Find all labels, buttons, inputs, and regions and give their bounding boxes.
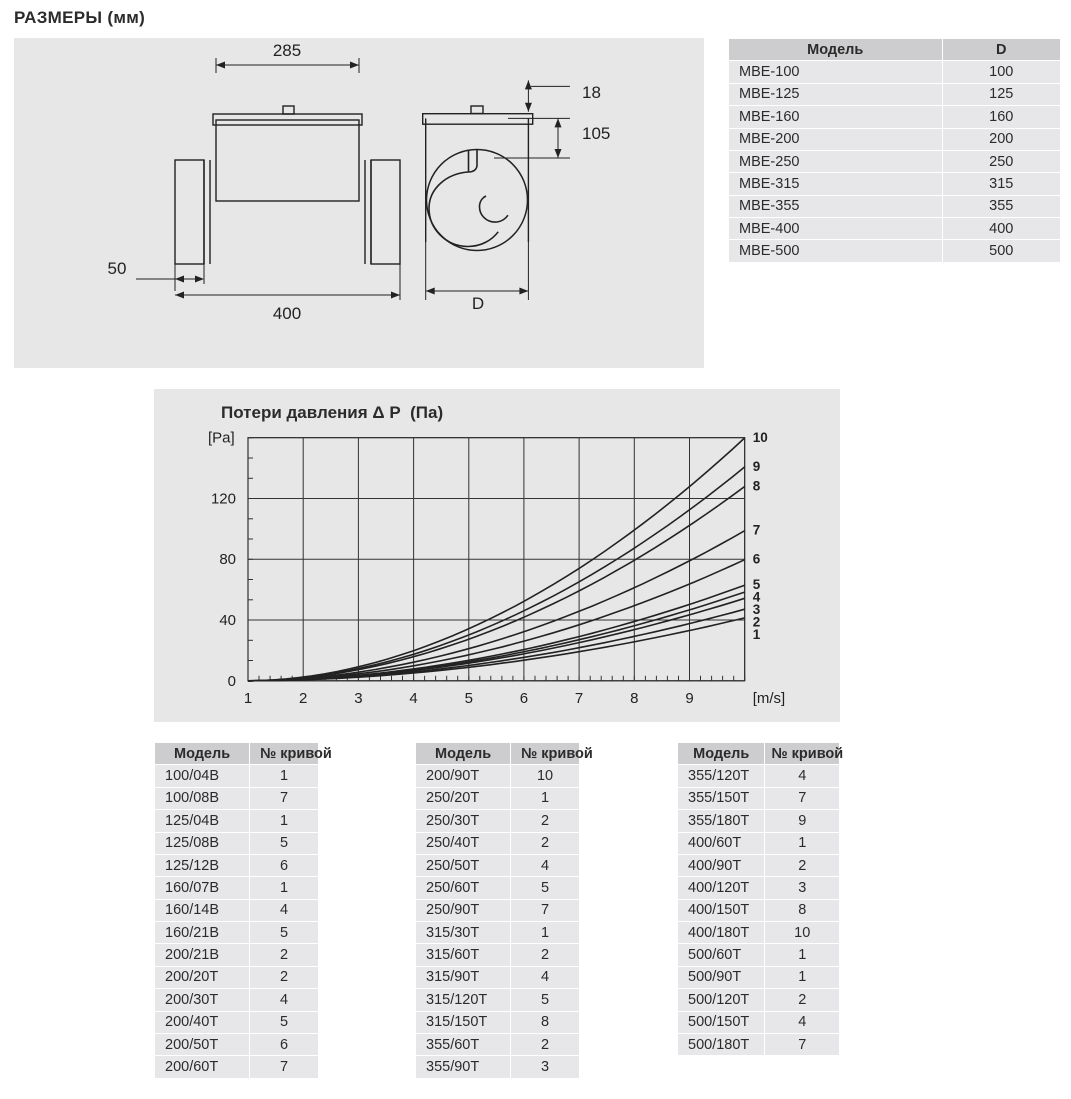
svg-text:4: 4 — [409, 690, 417, 707]
svg-text:8: 8 — [630, 690, 638, 707]
svg-text:9: 9 — [753, 459, 761, 474]
svg-text:0: 0 — [228, 673, 236, 690]
svg-text:400: 400 — [273, 304, 301, 323]
svg-text:40: 40 — [219, 612, 236, 629]
svg-text:6: 6 — [520, 690, 528, 707]
svg-text:8: 8 — [753, 479, 761, 494]
svg-text:5: 5 — [465, 690, 473, 707]
svg-text:1: 1 — [244, 690, 252, 707]
svg-text:7: 7 — [575, 690, 583, 707]
svg-text:105: 105 — [582, 124, 610, 143]
svg-text:120: 120 — [211, 491, 236, 508]
svg-text:2: 2 — [299, 690, 307, 707]
svg-text:[Pa]: [Pa] — [208, 430, 235, 447]
svg-text:D: D — [472, 294, 484, 313]
svg-text:3: 3 — [354, 690, 362, 707]
svg-text:[m/s]: [m/s] — [753, 690, 786, 707]
svg-text:285: 285 — [273, 41, 301, 60]
svg-text:50: 50 — [108, 259, 127, 278]
svg-text:18: 18 — [582, 83, 601, 102]
svg-text:80: 80 — [219, 551, 236, 568]
svg-text:9: 9 — [685, 690, 693, 707]
svg-text:7: 7 — [753, 523, 761, 538]
svg-text:6: 6 — [753, 552, 761, 567]
svg-text:1: 1 — [753, 627, 761, 642]
svg-text:10: 10 — [753, 430, 768, 445]
